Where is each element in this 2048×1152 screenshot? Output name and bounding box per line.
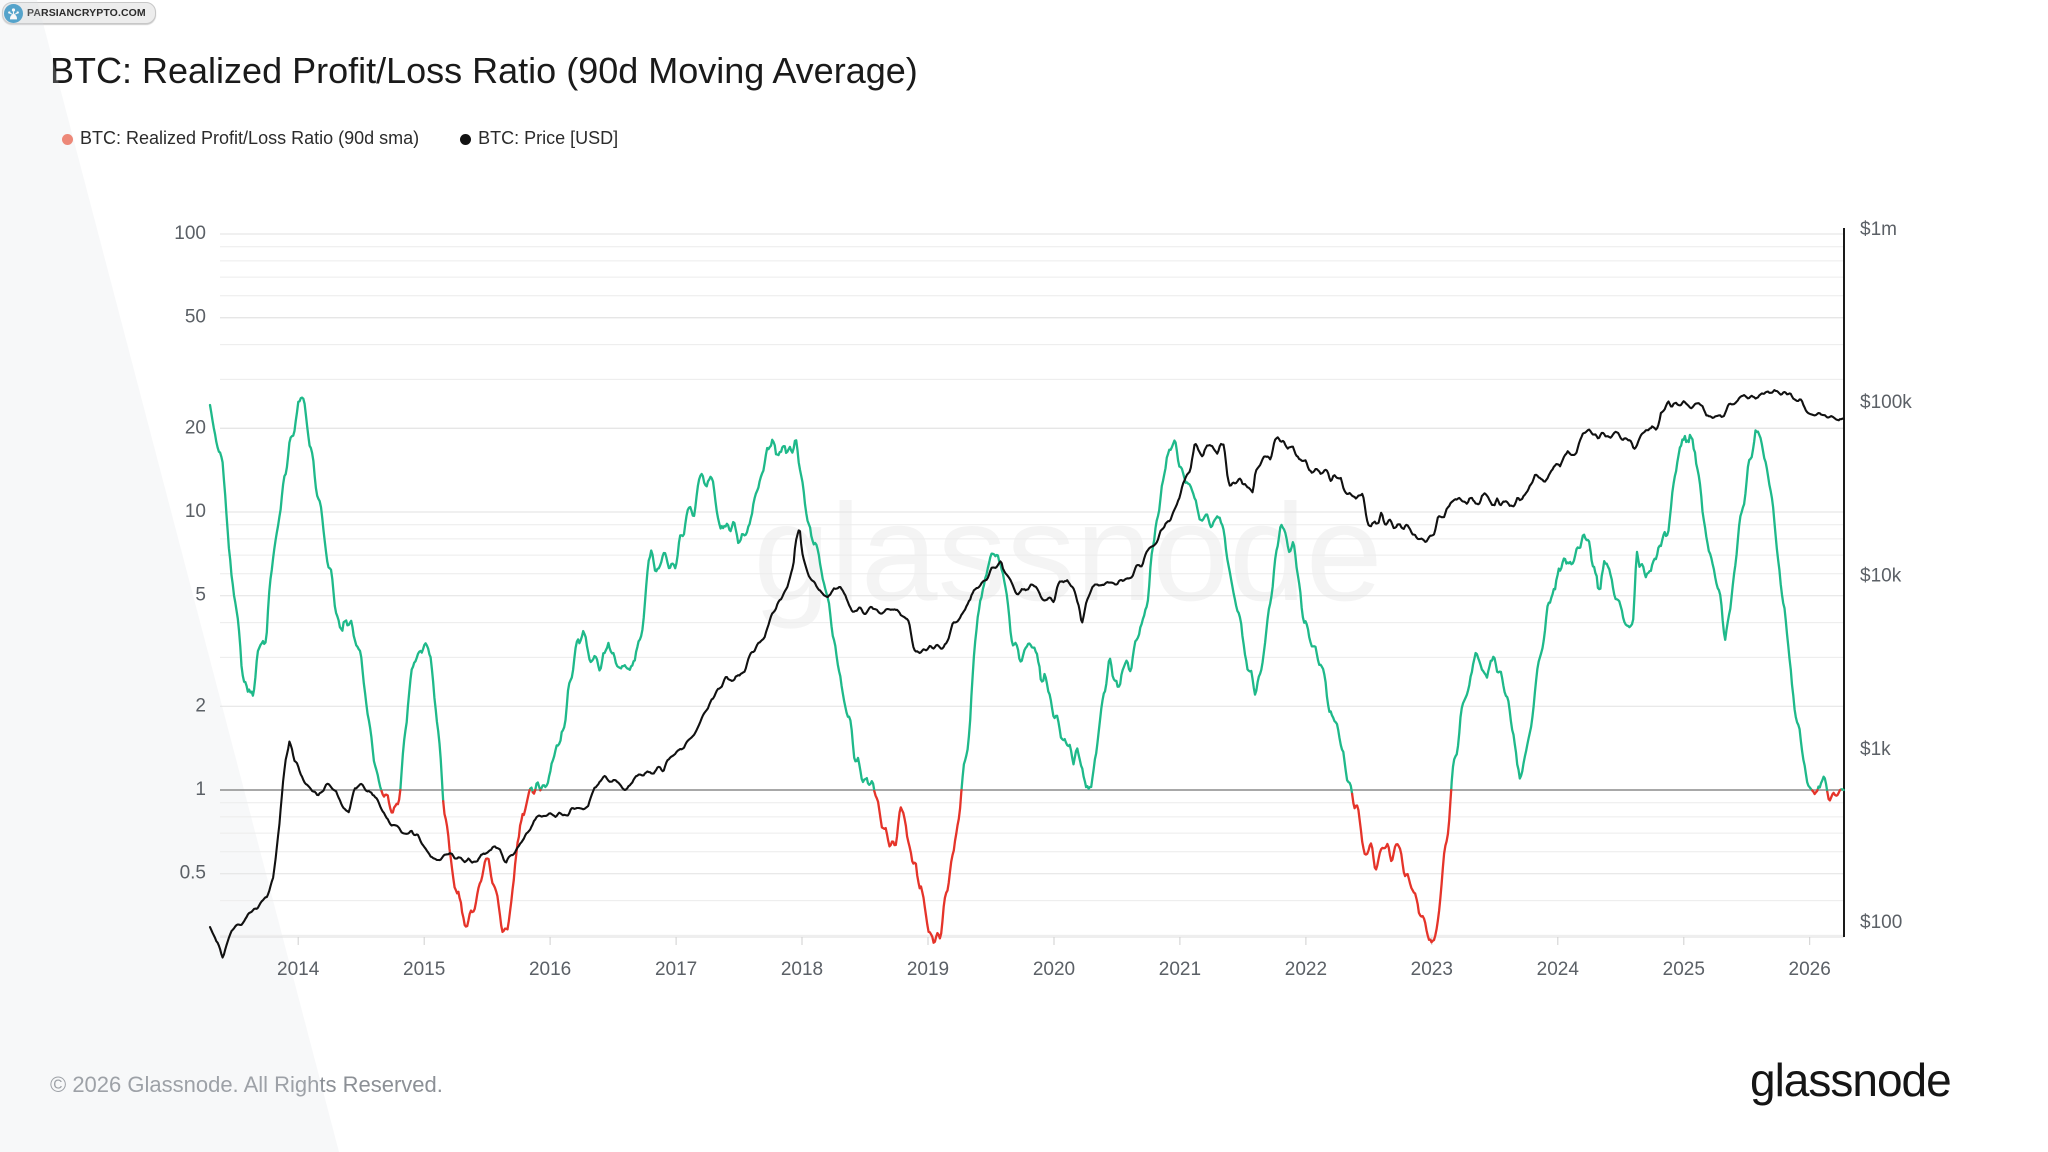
svg-text:2015: 2015 <box>403 959 445 980</box>
svg-text:2020: 2020 <box>1033 959 1075 980</box>
svg-text:10: 10 <box>185 501 206 522</box>
svg-text:2016: 2016 <box>529 959 571 980</box>
svg-text:100: 100 <box>174 223 206 244</box>
svg-text:20: 20 <box>185 417 206 438</box>
svg-text:2023: 2023 <box>1411 959 1453 980</box>
svg-text:2017: 2017 <box>655 959 697 980</box>
svg-text:0.5: 0.5 <box>180 863 206 884</box>
svg-text:$100: $100 <box>1860 912 1902 933</box>
svg-text:5: 5 <box>195 585 206 606</box>
svg-text:2026: 2026 <box>1789 959 1831 980</box>
svg-text:2014: 2014 <box>277 959 320 980</box>
svg-text:$1m: $1m <box>1860 219 1897 240</box>
svg-text:2018: 2018 <box>781 959 823 980</box>
svg-text:glassnode: glassnode <box>753 476 1382 630</box>
svg-text:2: 2 <box>195 695 206 716</box>
svg-text:2025: 2025 <box>1663 959 1705 980</box>
svg-text:2021: 2021 <box>1159 959 1201 980</box>
svg-text:$100k: $100k <box>1860 392 1912 413</box>
svg-text:$1k: $1k <box>1860 739 1891 760</box>
svg-text:50: 50 <box>185 307 206 328</box>
svg-text:2022: 2022 <box>1285 959 1327 980</box>
svg-text:1: 1 <box>195 779 206 800</box>
svg-text:$10k: $10k <box>1860 566 1902 587</box>
svg-text:2019: 2019 <box>907 959 949 980</box>
svg-text:2024: 2024 <box>1537 959 1580 980</box>
